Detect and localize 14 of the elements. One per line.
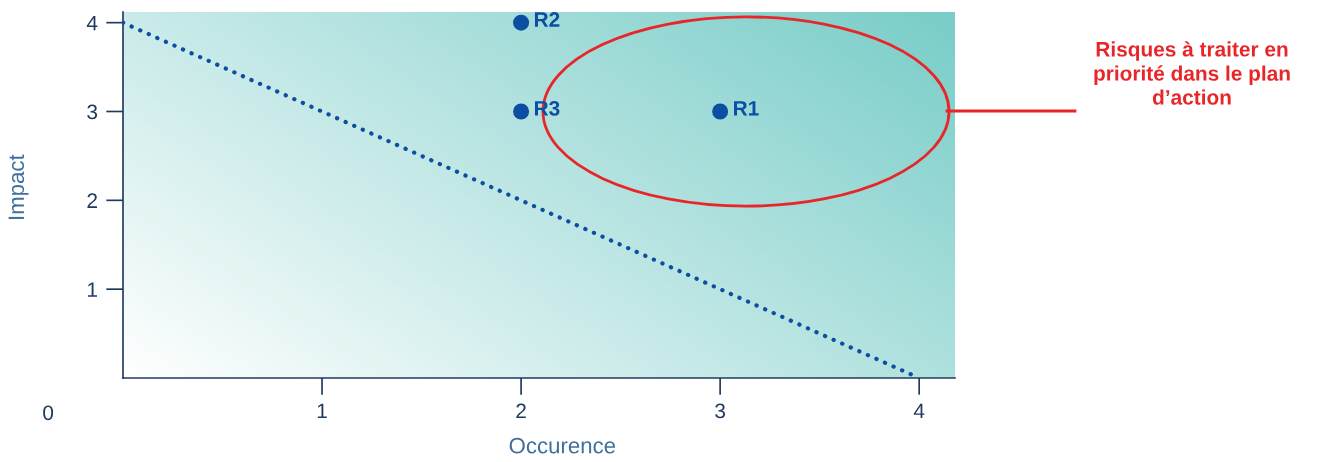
text: 0 xyxy=(43,405,54,421)
x-tick-label: 1 xyxy=(317,403,327,419)
y-axis-title: Impact xyxy=(8,154,29,219)
x-tick-label: 3 xyxy=(715,403,726,419)
x-tick-label: 4 xyxy=(913,403,925,419)
data-label: R2 xyxy=(534,12,560,27)
y-tick-label: 1 xyxy=(88,282,97,297)
y-tick-label: 2 xyxy=(87,193,97,208)
data-label: R1 xyxy=(734,101,759,116)
text: Risques à traiter en priorité dans le plan d’action xyxy=(1094,41,1290,105)
y-tick-label: 3 xyxy=(87,104,98,120)
x-axis-title: Occurence xyxy=(509,437,616,454)
x-tick-label: 2 xyxy=(516,403,526,419)
y-tick-label: 4 xyxy=(86,15,98,31)
